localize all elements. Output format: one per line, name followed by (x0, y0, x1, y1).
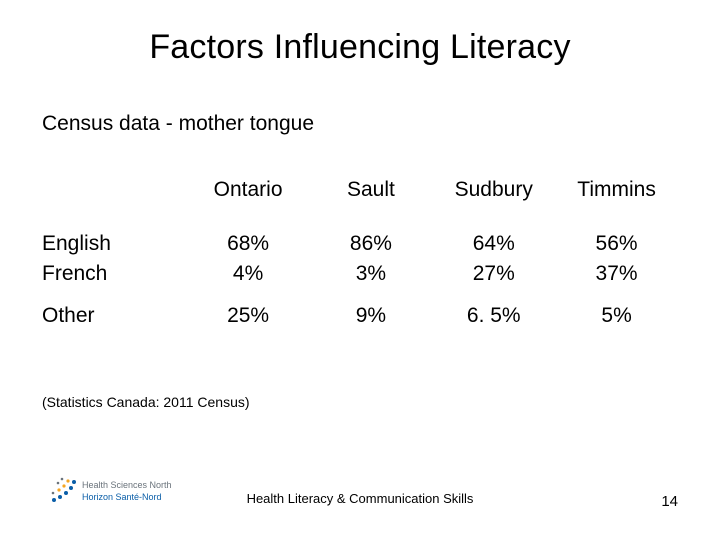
table-cell: 68% (187, 232, 310, 256)
slide-subtitle: Census data - mother tongue (42, 112, 314, 136)
table-col-header: Ontario (187, 178, 310, 202)
table-col-header: Timmins (555, 178, 678, 202)
table-cell: 4% (187, 262, 310, 286)
table-row: English 68% 86% 64% 56% (42, 232, 678, 256)
footer-text: Health Literacy & Communication Skills (0, 491, 720, 506)
table-header-row: Ontario Sault Sudbury Timmins (42, 178, 678, 202)
row-label: French (42, 262, 187, 286)
table-cell: 6. 5% (432, 304, 555, 328)
table-row: Other 25% 9% 6. 5% 5% (42, 304, 678, 328)
table-cell: 25% (187, 304, 310, 328)
table-col-header: Sudbury (432, 178, 555, 202)
logo-text-line1: Health Sciences North (82, 480, 172, 490)
table-cell: 64% (432, 232, 555, 256)
table-cell: 5% (555, 304, 678, 328)
slide-title: Factors Influencing Literacy (0, 28, 720, 67)
table-col-header: Sault (310, 178, 433, 202)
table-row: French 4% 3% 27% 37% (42, 262, 678, 286)
page-number: 14 (661, 493, 678, 510)
slide: Factors Influencing Literacy Census data… (0, 0, 720, 540)
row-label: English (42, 232, 187, 256)
source-note: (Statistics Canada: 2011 Census) (42, 394, 250, 410)
row-label: Other (42, 304, 187, 328)
table-cell: 27% (432, 262, 555, 286)
table-cell: 56% (555, 232, 678, 256)
table-cell: 3% (310, 262, 433, 286)
table-cell: 86% (310, 232, 433, 256)
table-cell: 9% (310, 304, 433, 328)
data-table: Ontario Sault Sudbury Timmins English 68… (42, 178, 678, 334)
table-cell: 37% (555, 262, 678, 286)
